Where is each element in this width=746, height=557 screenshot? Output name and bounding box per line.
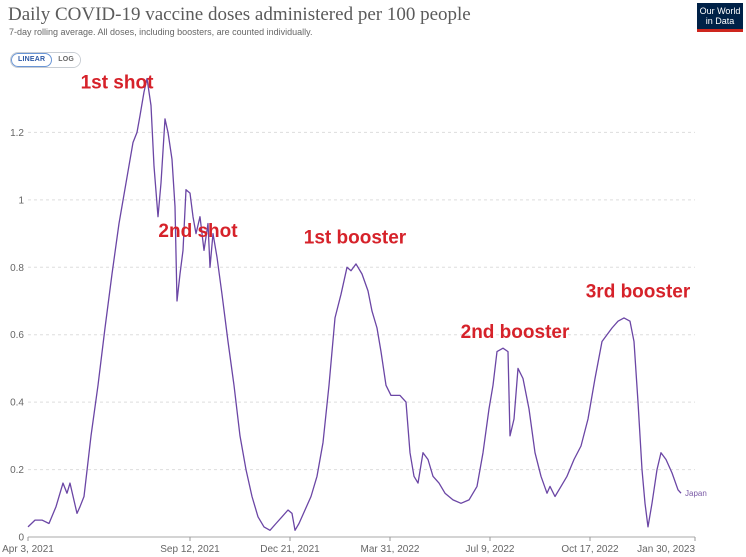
y-gridlines [28,131,695,538]
y-tick-label: 0.4 [10,398,24,409]
y-axis-ticks: 0 0.2 0.4 0.6 0.8 1 1.2 [10,128,24,544]
x-tick-label: Jul 9, 2022 [466,544,515,555]
annotation-label: 2nd shot [158,221,238,242]
chart-title: Daily COVID-19 vaccine doses administere… [8,4,471,25]
x-tick-label: Mar 31, 2022 [361,544,420,555]
series-lines: Japan [27,77,707,531]
annotation-label: 1st booster [304,228,407,249]
logo-line-1: Our World [699,6,741,16]
y-tick-label: 1.2 [10,128,24,139]
scale-toggle: LINEAR LOG [10,52,82,68]
y-tick-label: 0.2 [10,465,24,476]
x-tick-label: Sep 12, 2021 [160,544,220,555]
series-label-japan: Japan [685,489,707,498]
y-tick-label: 0.8 [10,263,24,274]
annotation-label: 1st shot [81,73,155,94]
series-line-japan [27,77,682,531]
chart-subtitle: 7-day rolling average. All doses, includ… [9,27,313,37]
x-tick-label: Oct 17, 2022 [561,544,619,555]
x-tick-label: Jan 30, 2023 [637,544,695,555]
annotations: 1st shot 2nd shot 1st booster 2nd booster 3r… [81,73,691,343]
annotation-label: 3rd booster [586,282,691,303]
logo-line-2: in Data [705,16,735,26]
log-scale-button[interactable]: LOG [52,53,81,67]
y-tick-label: 0.6 [10,330,24,341]
y-tick-label: 0 [18,533,24,544]
owid-logo[interactable]: Our World in Data [697,3,743,32]
linear-scale-button[interactable]: LINEAR [11,53,53,67]
x-tick-label: Apr 3, 2021 [2,544,54,555]
annotation-label: 2nd booster [461,322,570,343]
x-tick-label: Dec 21, 2021 [260,544,320,555]
y-tick-label: 1 [18,195,24,206]
x-axis: Apr 3, 2021 Sep 12, 2021 Dec 21, 2021 Mar 3… [2,537,696,555]
